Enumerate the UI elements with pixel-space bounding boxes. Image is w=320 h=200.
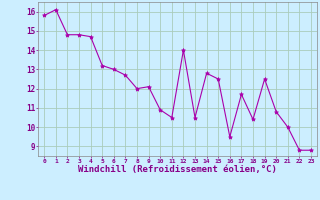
X-axis label: Windchill (Refroidissement éolien,°C): Windchill (Refroidissement éolien,°C) <box>78 165 277 174</box>
